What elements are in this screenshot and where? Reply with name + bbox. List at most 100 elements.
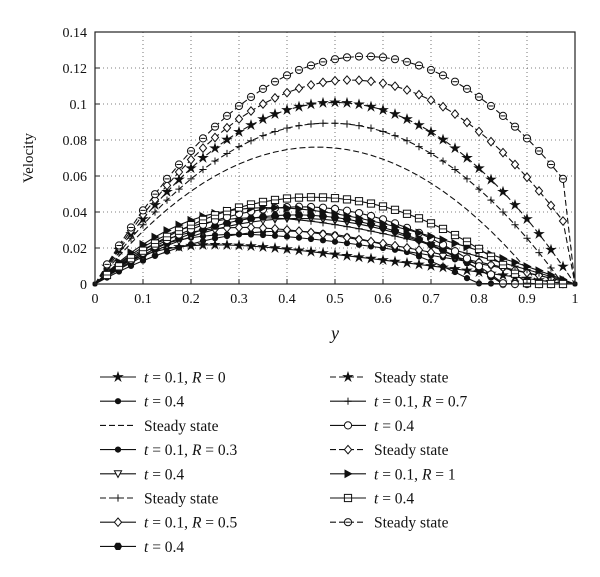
data-point	[307, 120, 315, 128]
data-point	[318, 229, 328, 240]
data-point	[510, 159, 520, 170]
data-point	[367, 124, 375, 132]
data-point	[377, 254, 389, 265]
data-point	[247, 231, 255, 238]
data-point	[413, 119, 425, 130]
data-point	[365, 252, 377, 264]
data-point	[187, 175, 195, 183]
data-point	[389, 255, 401, 267]
data-point	[511, 221, 519, 229]
data-point	[390, 81, 400, 92]
data-point	[546, 200, 556, 211]
data-point	[246, 222, 256, 233]
data-point	[197, 151, 209, 163]
data-point	[366, 236, 376, 247]
data-point	[367, 216, 376, 226]
data-point	[270, 92, 280, 103]
data-point	[295, 122, 303, 130]
data-point	[139, 239, 148, 249]
data-point	[269, 241, 281, 254]
series-line	[94, 101, 576, 285]
data-point	[426, 95, 436, 106]
data-point	[197, 239, 209, 250]
series-15	[92, 52, 578, 287]
data-point	[354, 75, 364, 86]
data-point	[233, 239, 245, 251]
data-point	[475, 185, 483, 193]
data-point	[486, 259, 496, 270]
data-point	[379, 219, 388, 228]
data-point	[245, 240, 257, 252]
legend-item	[330, 469, 366, 479]
data-point	[295, 216, 303, 224]
data-point	[439, 157, 447, 165]
data-point	[234, 222, 244, 233]
data-point	[139, 221, 147, 229]
legend-marker	[343, 444, 353, 455]
data-point	[222, 222, 232, 233]
data-point	[163, 196, 171, 204]
legend-label: t = 0.4	[374, 491, 414, 508]
data-point	[391, 132, 399, 140]
y-tick-label: 0.08	[63, 134, 88, 149]
data-point	[245, 119, 257, 130]
data-point	[402, 231, 412, 239]
data-point	[175, 185, 183, 193]
legend-item	[100, 542, 136, 550]
data-point	[271, 214, 279, 222]
data-point	[307, 205, 316, 215]
data-point	[353, 251, 365, 263]
data-point	[163, 226, 172, 235]
data-point	[282, 211, 292, 219]
data-point	[173, 173, 185, 185]
data-point	[497, 269, 509, 281]
y-tick-label: 0.04	[63, 206, 88, 221]
x-axis-label: y	[329, 323, 339, 343]
data-point	[305, 245, 317, 257]
legend-item	[100, 494, 136, 502]
legend-item	[100, 517, 136, 528]
data-point	[222, 122, 232, 133]
x-tick-label: 0.5	[326, 292, 344, 307]
data-point	[174, 167, 184, 178]
data-point	[499, 253, 508, 263]
data-point	[342, 75, 352, 86]
legend-label: t = 0.1, R = 0	[144, 370, 226, 387]
data-point	[283, 233, 291, 240]
data-point	[149, 198, 161, 210]
data-point	[497, 185, 509, 197]
data-point	[283, 203, 292, 213]
legend-marker	[113, 542, 123, 550]
data-point	[391, 232, 399, 240]
data-point	[211, 157, 219, 165]
data-point	[521, 212, 533, 225]
data-point	[547, 264, 555, 272]
data-point	[342, 232, 352, 243]
legend-item	[330, 518, 366, 527]
data-point	[187, 241, 195, 248]
legend-marker	[114, 398, 122, 405]
data-point	[463, 175, 471, 183]
data-point	[294, 83, 304, 94]
data-point	[485, 173, 497, 185]
legend-item	[330, 421, 366, 430]
data-point	[331, 209, 340, 219]
data-point	[271, 127, 279, 136]
legend-item	[330, 493, 366, 503]
data-point	[425, 259, 437, 271]
data-point	[271, 203, 280, 213]
data-point	[175, 244, 183, 251]
legend-marker	[113, 470, 123, 479]
y-tick-label: 0	[80, 278, 87, 293]
data-point	[438, 101, 448, 112]
data-point	[162, 180, 172, 191]
data-point	[557, 260, 569, 272]
data-point	[403, 137, 411, 145]
data-point	[511, 257, 520, 267]
data-point	[186, 154, 196, 165]
data-point	[366, 76, 376, 87]
data-point	[331, 119, 339, 127]
data-point	[307, 217, 315, 225]
data-point	[151, 208, 159, 216]
